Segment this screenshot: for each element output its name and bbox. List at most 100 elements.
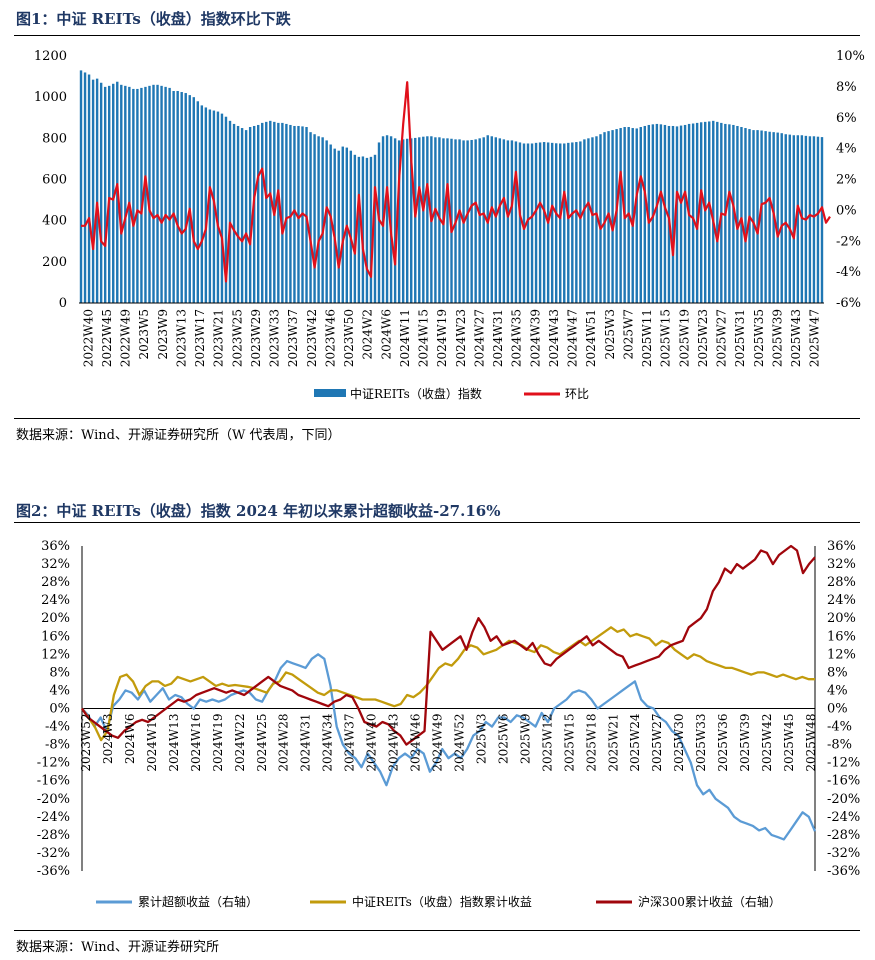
index-bar xyxy=(675,126,679,304)
index-bar xyxy=(776,132,779,303)
index-bar xyxy=(752,130,755,303)
index-bar xyxy=(482,137,485,303)
x-tick-label: 2025W35 xyxy=(752,309,766,367)
x-tick-label: 2023W42 xyxy=(305,309,319,367)
index-bar xyxy=(659,124,663,303)
index-bar xyxy=(518,142,522,303)
x-tick-label: 2025W15 xyxy=(659,309,673,367)
excess-return-line xyxy=(81,653,817,841)
x-tick-label: 2025W11 xyxy=(640,309,654,367)
index-bar xyxy=(643,125,647,303)
x-tick-label: 2023W5 xyxy=(137,309,151,360)
y-right-tick-label: 12% xyxy=(827,647,856,662)
x-tick-label: 2024W51 xyxy=(584,309,598,367)
index-bar xyxy=(631,128,634,303)
index-bar xyxy=(83,72,87,303)
index-bar xyxy=(426,136,429,303)
y-right-tick-label: 0% xyxy=(836,203,857,218)
index-bar xyxy=(337,150,340,303)
y-left-tick-label: -36% xyxy=(37,864,70,879)
index-bar xyxy=(502,139,506,303)
index-bar xyxy=(91,79,95,303)
y-left-tick-label: 600 xyxy=(42,173,67,188)
index-bar xyxy=(655,123,659,303)
y-left-tick-label: 12% xyxy=(41,647,70,662)
index-bar xyxy=(184,93,187,303)
y-left-tick-label: -24% xyxy=(37,810,70,825)
index-bar xyxy=(530,143,534,303)
index-bar xyxy=(418,137,421,303)
x-tick-label: 2025W24 xyxy=(628,713,642,772)
x-tick-label: 2024W25 xyxy=(255,714,269,772)
y-right-tick-label: 16% xyxy=(827,629,856,644)
index-bar xyxy=(341,146,344,303)
legend-label-csi300-return-line: 沪深300累计收益（右轴） xyxy=(638,894,781,909)
index-bar xyxy=(228,120,232,304)
y-right-tick-label: 4% xyxy=(827,683,848,698)
x-tick-label: 2025W47 xyxy=(808,309,822,367)
y-left-tick-label: -28% xyxy=(37,828,70,843)
x-tick-label: 2025W3 xyxy=(603,309,617,360)
x-tick-label: 2024W19 xyxy=(435,309,449,367)
x-tick-label: 2025W6 xyxy=(496,714,510,765)
x-tick-label: 2022W45 xyxy=(100,309,114,367)
x-tick-label: 2025W36 xyxy=(716,714,730,772)
index-bar xyxy=(534,142,538,303)
index-bar xyxy=(591,137,594,303)
x-tick-label: 2023W50 xyxy=(342,309,356,367)
index-bar xyxy=(784,134,787,303)
index-bar xyxy=(120,84,123,303)
x-tick-label: 2023W29 xyxy=(249,309,263,367)
index-bar xyxy=(526,143,530,303)
index-bar xyxy=(691,123,695,303)
y-right-tick-label: -28% xyxy=(827,828,860,843)
y-left-tick-label: -12% xyxy=(37,756,70,771)
index-bar xyxy=(305,127,308,303)
index-bar xyxy=(168,87,171,303)
x-tick-label: 2024W43 xyxy=(547,309,561,367)
index-bar xyxy=(107,85,111,304)
index-bar xyxy=(172,90,175,303)
index-bar xyxy=(144,86,147,303)
x-tick-label: 2024W52 xyxy=(452,714,466,772)
index-bar xyxy=(712,120,715,304)
y-right-tick-label: -32% xyxy=(827,846,860,861)
x-tick-label: 2025W39 xyxy=(770,309,784,367)
index-bar xyxy=(510,140,514,303)
index-bar xyxy=(744,128,747,303)
x-tick-label: 2024W19 xyxy=(211,714,225,772)
y-left-tick-label: 20% xyxy=(41,611,70,626)
y-right-tick-label: -6% xyxy=(836,296,861,311)
index-bar xyxy=(140,87,143,303)
index-bar xyxy=(333,148,336,303)
index-bar xyxy=(732,124,735,304)
index-bar xyxy=(639,127,642,303)
index-bar xyxy=(538,142,542,303)
x-tick-label: 2024W31 xyxy=(299,714,313,772)
index-bar xyxy=(132,88,135,303)
x-tick-label: 2023W9 xyxy=(156,309,170,360)
index-bar xyxy=(679,125,683,304)
x-tick-label: 2024W6 xyxy=(379,309,393,360)
y-right-tick-label: -20% xyxy=(827,792,860,807)
y-left-tick-label: 800 xyxy=(42,131,67,146)
index-bar xyxy=(647,124,651,304)
index-bar xyxy=(136,88,139,303)
index-bar xyxy=(152,84,155,303)
index-bar xyxy=(470,139,473,303)
index-bar xyxy=(361,156,365,303)
y-right-tick-label: 32% xyxy=(827,557,856,572)
index-bar xyxy=(619,128,622,303)
x-tick-label: 2025W30 xyxy=(672,714,686,772)
x-tick-label: 2025W27 xyxy=(650,714,664,772)
y-right-tick-label: -16% xyxy=(827,774,860,789)
index-bar xyxy=(373,154,377,303)
index-bar xyxy=(583,139,586,303)
index-bar xyxy=(329,144,332,303)
legend-index-label: 中证REITs（收盘）指数 xyxy=(350,386,482,401)
y-right-tick-label: -8% xyxy=(827,738,852,753)
y-left-tick-label: -8% xyxy=(45,738,70,753)
index-bar xyxy=(393,138,397,303)
x-tick-label: 2025W3 xyxy=(474,714,488,765)
y-right-tick-label: 20% xyxy=(827,611,856,626)
